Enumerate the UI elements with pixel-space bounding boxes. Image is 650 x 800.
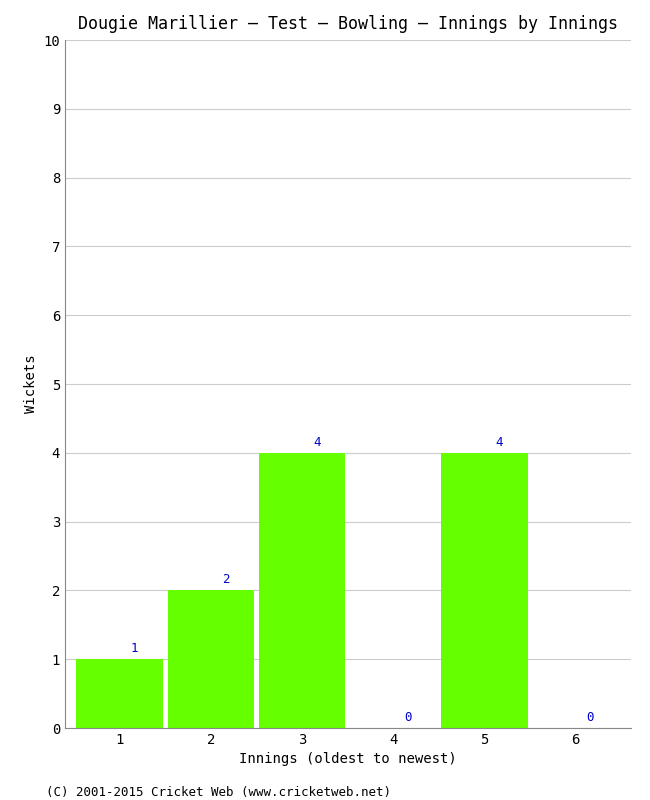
Text: 4: 4: [495, 436, 503, 449]
Text: 1: 1: [131, 642, 138, 655]
X-axis label: Innings (oldest to newest): Innings (oldest to newest): [239, 753, 456, 766]
Text: 0: 0: [404, 711, 412, 724]
Bar: [259, 453, 345, 728]
Title: Dougie Marillier – Test – Bowling – Innings by Innings: Dougie Marillier – Test – Bowling – Inni…: [78, 15, 618, 33]
Bar: [77, 659, 163, 728]
Text: 0: 0: [587, 711, 594, 724]
Text: (C) 2001-2015 Cricket Web (www.cricketweb.net): (C) 2001-2015 Cricket Web (www.cricketwe…: [46, 786, 391, 799]
Bar: [168, 590, 254, 728]
Bar: [441, 453, 528, 728]
Y-axis label: Wickets: Wickets: [24, 354, 38, 414]
Text: 4: 4: [313, 436, 320, 449]
Text: 2: 2: [222, 574, 229, 586]
